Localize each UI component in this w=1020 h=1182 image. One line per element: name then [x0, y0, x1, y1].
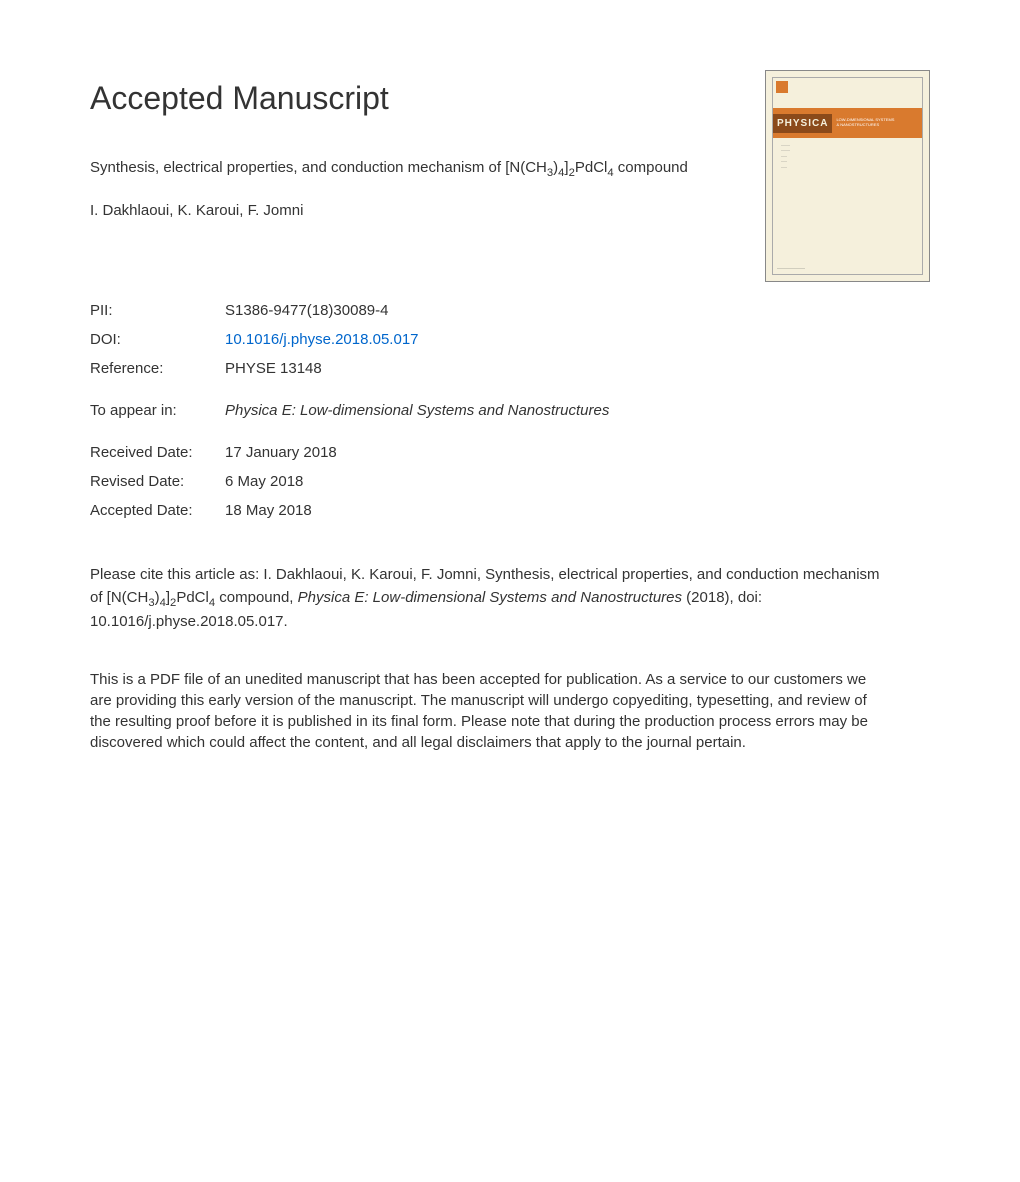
- revised-label: Revised Date:: [90, 473, 225, 490]
- title-suffix: compound: [614, 159, 688, 176]
- dates-section: Received Date: 17 January 2018 Revised D…: [90, 444, 930, 519]
- citation-block: Please cite this article as: I. Dakhlaou…: [90, 564, 880, 634]
- meta-row-revised: Revised Date: 6 May 2018: [90, 473, 930, 490]
- article-title: Synthesis, electrical properties, and co…: [90, 157, 690, 182]
- meta-row-appear: To appear in: Physica E: Low-dimensional…: [90, 402, 930, 419]
- cover-inner: PHYSICA LOW-DIMENSIONAL SYSTEMS & NANOST…: [772, 77, 923, 275]
- received-value: 17 January 2018: [225, 444, 337, 461]
- journal-cover: PHYSICA LOW-DIMENSIONAL SYSTEMS & NANOST…: [765, 70, 930, 282]
- cover-footer: ———————: [777, 265, 805, 270]
- doi-label: DOI:: [90, 331, 225, 348]
- pii-value: S1386-9477(18)30089-4: [225, 302, 388, 319]
- title-mid3: PdCl: [575, 159, 608, 176]
- meta-row-doi: DOI: 10.1016/j.physe.2018.05.017: [90, 331, 930, 348]
- meta-row-pii: PII: S1386-9477(18)30089-4: [90, 302, 930, 319]
- disclaimer-block: This is a PDF file of an unedited manusc…: [90, 669, 890, 753]
- cover-header: [773, 78, 922, 96]
- article-authors: I. Dakhlaoui, K. Karoui, F. Jomni: [90, 202, 765, 219]
- reference-value: PHYSE 13148: [225, 360, 322, 377]
- cover-physica-label: PHYSICA: [773, 114, 832, 133]
- cover-subtitle: LOW-DIMENSIONAL SYSTEMS & NANOSTRUCTURES: [832, 118, 894, 128]
- meta-row-received: Received Date: 17 January 2018: [90, 444, 930, 461]
- appear-label: To appear in:: [90, 402, 225, 419]
- accepted-value: 18 May 2018: [225, 502, 312, 519]
- page-heading: Accepted Manuscript: [90, 80, 765, 117]
- elsevier-logo-icon: [776, 81, 788, 93]
- accepted-label: Accepted Date:: [90, 502, 225, 519]
- revised-value: 6 May 2018: [225, 473, 303, 490]
- header-row: Accepted Manuscript Synthesis, electrica…: [90, 80, 930, 282]
- left-content: Accepted Manuscript Synthesis, electrica…: [90, 80, 765, 254]
- cover-body: ————————————: [781, 143, 790, 170]
- cover-subtitle-line2: & NANOSTRUCTURES: [836, 123, 894, 128]
- appear-value: Physica E: Low-dimensional Systems and N…: [225, 402, 609, 419]
- title-prefix: Synthesis, electrical properties, and co…: [90, 159, 547, 176]
- pii-label: PII:: [90, 302, 225, 319]
- citation-mid3: PdCl: [176, 589, 209, 606]
- received-label: Received Date:: [90, 444, 225, 461]
- doi-link[interactable]: 10.1016/j.physe.2018.05.017: [225, 331, 419, 348]
- citation-journal: Physica E: Low-dimensional Systems and N…: [298, 589, 682, 606]
- reference-label: Reference:: [90, 360, 225, 377]
- citation-mid4: compound,: [215, 589, 298, 606]
- meta-table: PII: S1386-9477(18)30089-4 DOI: 10.1016/…: [90, 302, 930, 519]
- meta-row-reference: Reference: PHYSE 13148: [90, 360, 930, 377]
- meta-row-accepted: Accepted Date: 18 May 2018: [90, 502, 930, 519]
- cover-band: PHYSICA LOW-DIMENSIONAL SYSTEMS & NANOST…: [773, 108, 922, 138]
